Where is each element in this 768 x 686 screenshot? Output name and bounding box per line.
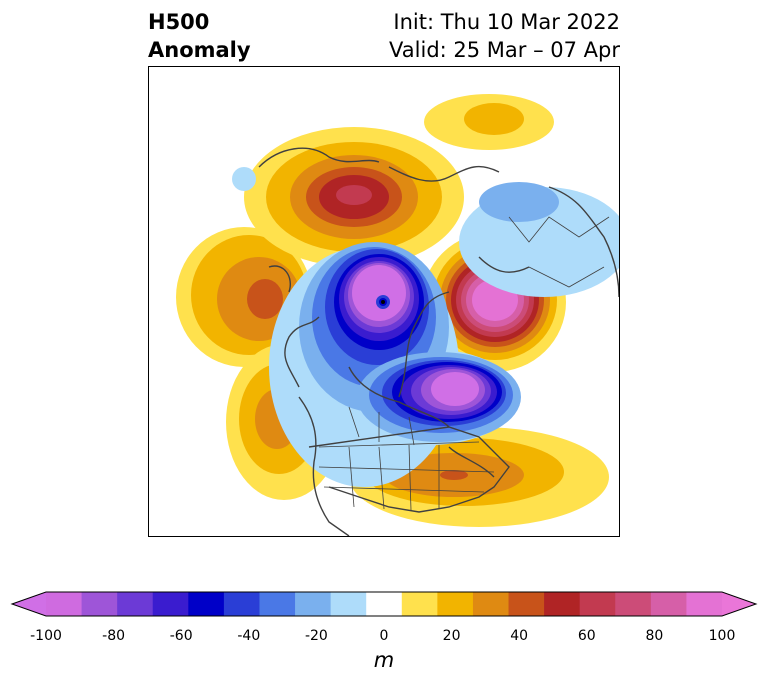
- colorbar-tick-label: -80: [102, 628, 126, 644]
- anomaly-map: [148, 66, 620, 537]
- colorbar-segment: [295, 592, 332, 616]
- negative-anomaly-greenland-labrador: [357, 352, 521, 442]
- colorbar-segment: [259, 592, 296, 616]
- positive-anomaly-arctic-north: [424, 94, 554, 150]
- positive-anomaly-siberia-bering: [244, 127, 464, 267]
- colorbar-tick-label: 0: [379, 628, 389, 644]
- colorbar-segment: [117, 592, 154, 616]
- colorbar-segment: [330, 592, 367, 616]
- coastlines: [258, 147, 619, 536]
- political-borders: [318, 216, 610, 511]
- colorbar-tick-label: 60: [577, 628, 596, 644]
- colorbar-tick-label: -100: [30, 628, 62, 644]
- colorbar-segment: [188, 592, 225, 616]
- colorbar-segment: [615, 592, 652, 616]
- colorbar-tick-label: -60: [169, 628, 193, 644]
- title-right: Init: Thu 10 Mar 2022 Valid: 25 Mar – 07…: [389, 8, 620, 64]
- negative-anomaly-arctic-ocean: [299, 242, 449, 412]
- colorbar-tick-label: 40: [510, 628, 529, 644]
- valid-time: Valid: 25 Mar – 07 Apr: [389, 38, 620, 62]
- colorbar-segment: [81, 592, 118, 616]
- colorbar-extend-min: [12, 592, 46, 616]
- colorbar-unit-label: m: [373, 648, 395, 672]
- colorbar-segment: [401, 592, 438, 616]
- colorbar-outline: [10, 591, 758, 617]
- map-svg: [149, 67, 619, 536]
- colorbar: [10, 591, 758, 617]
- colorbar-extend-max: [722, 592, 756, 616]
- colorbar-segment: [650, 592, 687, 616]
- colorbar-tick-label: 20: [442, 628, 461, 644]
- colorbar-tick-label: -20: [304, 628, 328, 644]
- colorbar-segment: [366, 592, 403, 616]
- colorbar-tick-label: -40: [237, 628, 261, 644]
- colorbar-segment: [544, 592, 581, 616]
- colorbar-segment: [437, 592, 474, 616]
- colorbar-tick-label: 100: [708, 628, 736, 644]
- colorbar-segment: [508, 592, 545, 616]
- init-time: Init: Thu 10 Mar 2022: [393, 10, 620, 34]
- title-left: H500 Anomaly: [148, 8, 251, 64]
- colorbar-segments: [46, 592, 723, 616]
- colorbar-segment: [686, 592, 723, 616]
- colorbar-segment: [223, 592, 260, 616]
- colorbar-segment: [579, 592, 616, 616]
- colorbar-segment: [152, 592, 189, 616]
- variable-title: H500: [148, 10, 210, 34]
- colorbar-segment: [46, 592, 83, 616]
- colorbar-tick-label: 80: [645, 628, 664, 644]
- variable-subtitle: Anomaly: [148, 38, 251, 62]
- colorbar-segment: [472, 592, 510, 616]
